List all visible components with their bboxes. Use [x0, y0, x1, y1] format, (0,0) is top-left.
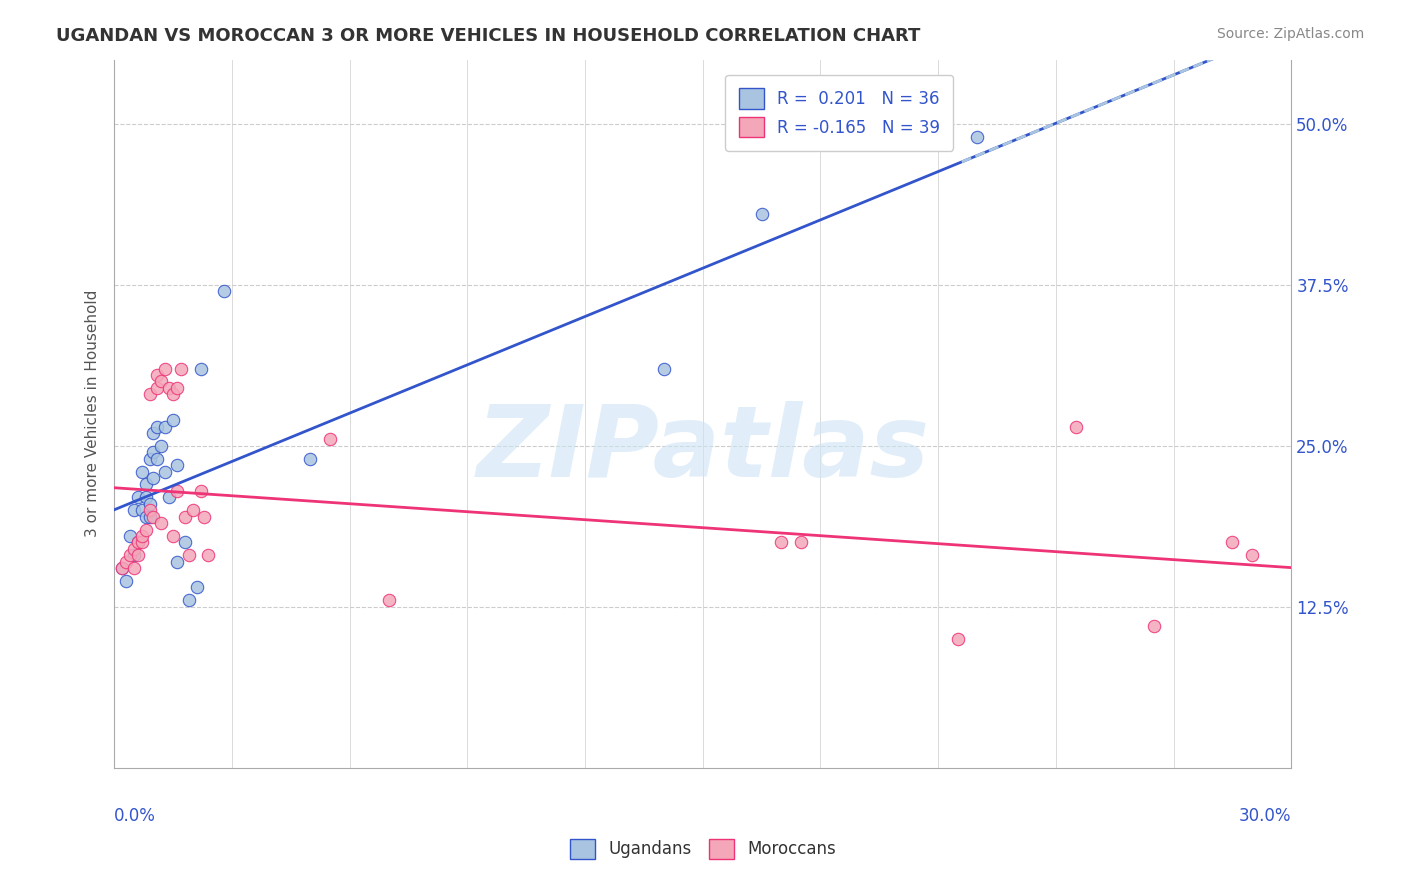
Point	[1241, 549, 1264, 563]
Point	[966, 129, 988, 144]
Point	[166, 458, 188, 472]
Point	[146, 368, 169, 382]
Point	[197, 549, 219, 563]
Point	[127, 491, 149, 505]
Point	[170, 361, 193, 376]
Point	[177, 549, 200, 563]
Text: UGANDAN VS MOROCCAN 3 OR MORE VEHICLES IN HOUSEHOLD CORRELATION CHART: UGANDAN VS MOROCCAN 3 OR MORE VEHICLES I…	[56, 27, 921, 45]
Point	[122, 503, 145, 517]
Point	[319, 433, 342, 447]
Point	[190, 361, 212, 376]
Point	[166, 555, 188, 569]
Point	[153, 361, 176, 376]
Point	[186, 581, 208, 595]
Point	[162, 529, 184, 543]
Point	[150, 375, 173, 389]
Point	[138, 451, 160, 466]
Text: 30.0%: 30.0%	[1239, 806, 1291, 824]
Point	[166, 381, 188, 395]
Point	[946, 632, 969, 646]
Point	[142, 445, 165, 459]
Point	[135, 523, 157, 537]
Text: 0.0%: 0.0%	[114, 806, 156, 824]
Point	[1064, 419, 1087, 434]
Point	[150, 516, 173, 530]
Point	[131, 465, 153, 479]
Point	[135, 509, 157, 524]
Point	[378, 593, 401, 607]
Point	[142, 509, 165, 524]
Point	[146, 419, 169, 434]
Point	[138, 503, 160, 517]
Point	[135, 477, 157, 491]
Point	[122, 541, 145, 556]
Legend: Ugandans, Moroccans: Ugandans, Moroccans	[564, 832, 842, 866]
Point	[1143, 619, 1166, 633]
Point	[127, 535, 149, 549]
Point	[127, 535, 149, 549]
Point	[138, 387, 160, 401]
Point	[122, 549, 145, 563]
Point	[127, 549, 149, 563]
Point	[157, 381, 180, 395]
Point	[115, 574, 138, 588]
Point	[142, 471, 165, 485]
Point	[162, 413, 184, 427]
Point	[115, 555, 138, 569]
Point	[162, 387, 184, 401]
Point	[190, 483, 212, 498]
Point	[131, 503, 153, 517]
Point	[138, 497, 160, 511]
Point	[173, 509, 195, 524]
Point	[142, 425, 165, 440]
Text: Source: ZipAtlas.com: Source: ZipAtlas.com	[1216, 27, 1364, 41]
Point	[135, 491, 157, 505]
Point	[150, 439, 173, 453]
Point	[299, 451, 322, 466]
Point	[770, 535, 793, 549]
Point	[181, 503, 204, 517]
Point	[111, 561, 134, 575]
Point	[118, 549, 141, 563]
Point	[212, 285, 235, 299]
Point	[118, 529, 141, 543]
Point	[122, 561, 145, 575]
Point	[111, 561, 134, 575]
Point	[173, 535, 195, 549]
Legend: R =  0.201   N = 36, R = -0.165   N = 39: R = 0.201 N = 36, R = -0.165 N = 39	[725, 75, 953, 151]
Point	[1222, 535, 1244, 549]
Point	[131, 535, 153, 549]
Point	[193, 509, 215, 524]
Text: ZIPatlas: ZIPatlas	[477, 401, 929, 498]
Point	[751, 207, 773, 221]
Y-axis label: 3 or more Vehicles in Household: 3 or more Vehicles in Household	[86, 290, 100, 537]
Point	[131, 529, 153, 543]
Point	[146, 381, 169, 395]
Point	[166, 483, 188, 498]
Point	[153, 419, 176, 434]
Point	[157, 491, 180, 505]
Point	[146, 451, 169, 466]
Point	[138, 509, 160, 524]
Point	[790, 535, 813, 549]
Point	[153, 465, 176, 479]
Point	[652, 361, 675, 376]
Point	[177, 593, 200, 607]
